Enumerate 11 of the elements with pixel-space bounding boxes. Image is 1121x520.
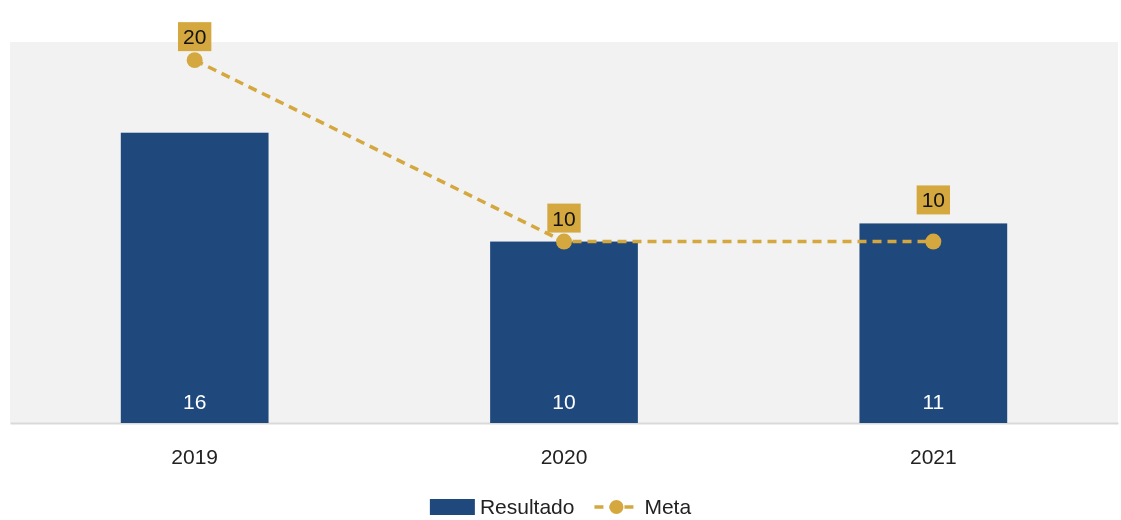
legend-label: Resultado xyxy=(479,495,575,518)
data-label: 10 xyxy=(552,390,576,413)
legend-label: Meta xyxy=(644,495,692,518)
data-label: 16 xyxy=(182,390,207,413)
data-label: 10 xyxy=(552,206,576,230)
x-tick-label: 2020 xyxy=(540,444,588,468)
x-tick-label: 2021 xyxy=(909,444,957,468)
x-tick-label: 2019 xyxy=(171,444,219,468)
data-label: 10 xyxy=(921,188,946,212)
data-label: 11 xyxy=(922,390,945,413)
data-label: 20 xyxy=(182,25,207,49)
